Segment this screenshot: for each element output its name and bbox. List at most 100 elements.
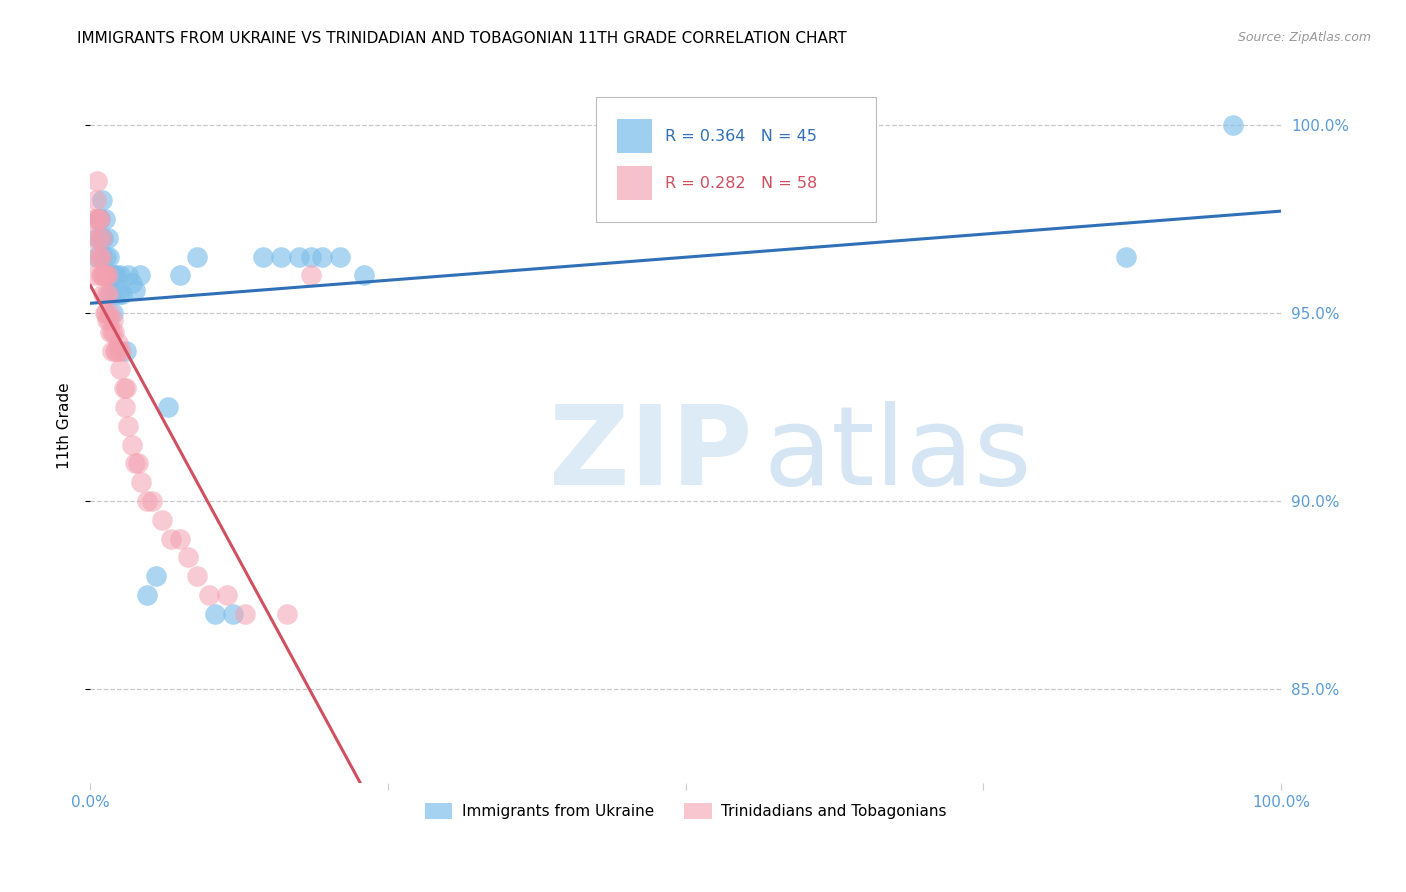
Point <box>114 400 136 414</box>
Point <box>91 193 114 207</box>
Point <box>98 306 121 320</box>
Point <box>177 550 200 565</box>
Point <box>107 336 129 351</box>
Point <box>98 313 121 327</box>
Point <box>101 313 124 327</box>
Point <box>97 268 120 283</box>
Legend: Immigrants from Ukraine, Trinidadians and Tobagonians: Immigrants from Ukraine, Trinidadians an… <box>419 797 953 825</box>
Point <box>93 268 115 283</box>
Point <box>1222 118 1244 132</box>
Point <box>299 250 322 264</box>
Point <box>91 231 114 245</box>
Point <box>353 268 375 283</box>
Point <box>141 494 163 508</box>
Point <box>105 343 128 358</box>
Point <box>276 607 298 621</box>
FancyBboxPatch shape <box>596 97 876 222</box>
Text: IMMIGRANTS FROM UKRAINE VS TRINIDADIAN AND TOBAGONIAN 11TH GRADE CORRELATION CHA: IMMIGRANTS FROM UKRAINE VS TRINIDADIAN A… <box>77 31 846 46</box>
Point <box>108 343 131 358</box>
Point <box>97 268 120 283</box>
Point <box>222 607 245 621</box>
Point <box>136 588 159 602</box>
Point <box>115 343 138 358</box>
Point <box>86 174 108 188</box>
Point <box>311 250 333 264</box>
Point <box>91 268 114 283</box>
Text: ZIP: ZIP <box>548 401 752 508</box>
Point <box>186 569 208 583</box>
Point <box>108 287 131 301</box>
Text: Source: ZipAtlas.com: Source: ZipAtlas.com <box>1237 31 1371 45</box>
Point <box>117 418 139 433</box>
Text: R = 0.364   N = 45: R = 0.364 N = 45 <box>665 129 817 144</box>
Point <box>89 211 111 226</box>
Point <box>233 607 256 621</box>
Point <box>169 532 191 546</box>
Point <box>204 607 226 621</box>
Point <box>105 268 128 283</box>
Point <box>1115 250 1137 264</box>
Y-axis label: 11th Grade: 11th Grade <box>58 383 72 469</box>
Point <box>198 588 221 602</box>
Point <box>94 306 117 320</box>
Point <box>110 343 132 358</box>
Point <box>84 193 107 207</box>
Point <box>121 437 143 451</box>
Point <box>83 211 105 226</box>
Point <box>84 211 107 226</box>
Point <box>104 343 127 358</box>
Text: R = 0.282   N = 58: R = 0.282 N = 58 <box>665 176 818 191</box>
Point <box>131 475 153 490</box>
Point <box>90 268 112 283</box>
Point <box>93 268 115 283</box>
Point <box>100 268 122 283</box>
Point <box>87 211 110 226</box>
Point <box>186 250 208 264</box>
Point <box>103 268 125 283</box>
Point <box>89 211 111 226</box>
Point <box>252 250 274 264</box>
Point <box>93 306 115 320</box>
Point <box>98 250 121 264</box>
FancyBboxPatch shape <box>617 167 652 200</box>
Point <box>100 325 122 339</box>
Point <box>90 231 112 245</box>
Point <box>124 456 146 470</box>
Point <box>100 343 122 358</box>
Text: atlas: atlas <box>763 401 1032 508</box>
Point <box>124 284 146 298</box>
Point <box>108 362 131 376</box>
Point <box>169 268 191 283</box>
Point <box>87 211 110 226</box>
Point <box>101 306 124 320</box>
Point <box>94 250 117 264</box>
Point <box>136 494 159 508</box>
Point <box>145 569 167 583</box>
Point <box>91 231 114 245</box>
Point <box>117 268 139 283</box>
Point <box>96 313 118 327</box>
Point <box>115 381 138 395</box>
Point <box>100 287 122 301</box>
Point <box>91 268 114 283</box>
Point <box>86 250 108 264</box>
Point <box>89 250 111 264</box>
Point <box>93 211 115 226</box>
Point <box>96 268 118 283</box>
Point <box>150 513 173 527</box>
Point <box>270 250 292 264</box>
Point <box>84 268 107 283</box>
Point <box>329 250 352 264</box>
FancyBboxPatch shape <box>617 120 652 153</box>
Point <box>91 250 114 264</box>
Point <box>287 250 309 264</box>
Point <box>100 325 122 339</box>
Point <box>84 250 107 264</box>
Point <box>156 400 179 414</box>
Point <box>87 231 110 245</box>
Point <box>160 532 183 546</box>
Point <box>299 268 322 283</box>
Point <box>121 276 143 290</box>
Point <box>82 231 104 245</box>
Point <box>97 231 120 245</box>
